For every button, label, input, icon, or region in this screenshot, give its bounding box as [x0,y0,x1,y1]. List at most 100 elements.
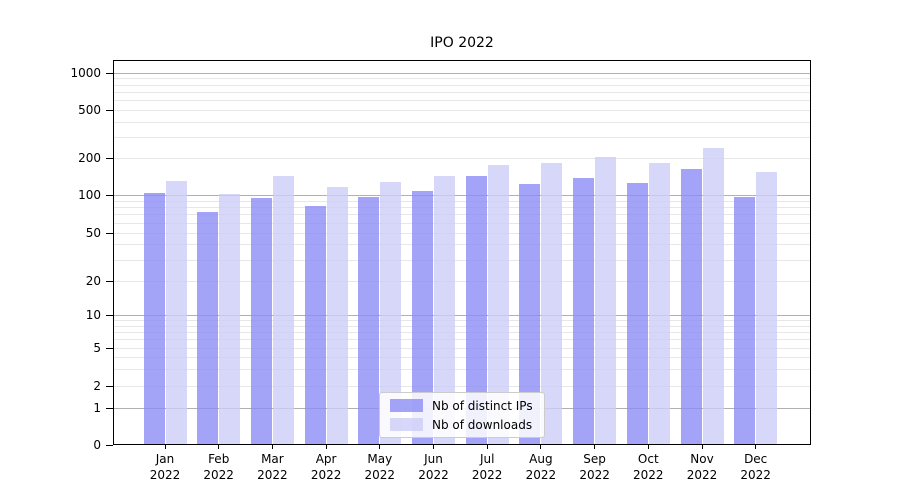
y-tick-label: 200 [78,151,101,166]
x-tick-year: 2022 [471,468,503,482]
x-tick-label: Aug 2022 [509,451,573,483]
gridline-minor [114,121,810,123]
gridline-minor [114,357,810,359]
gridline-minor [114,78,810,80]
x-tick-year: 2022 [633,468,664,482]
bar [487,164,509,444]
bar [219,194,241,444]
x-tick-label: Sep 2022 [563,451,627,483]
y-tick-label: 2 [93,379,101,393]
bar [143,193,165,444]
y-tick-label: 500 [78,103,101,117]
x-tick-year: 2022 [203,468,234,482]
bar [250,197,272,444]
y-tick [106,315,113,316]
x-tick-label: Mar 2022 [240,451,304,483]
gridline-minor [114,158,810,160]
x-tick-month: Nov [690,452,714,466]
bar [165,181,187,444]
legend-item: Nb of distinct IPs [390,399,544,413]
gridline-minor [114,386,810,387]
gridline-minor [114,369,810,371]
x-tick [218,445,220,449]
bar [465,176,487,444]
bar [734,196,756,444]
gridline-minor [114,84,810,86]
bar [326,186,348,444]
chart-title: IPO 2022 [430,35,494,51]
x-tick [486,445,488,449]
y-tick-label: 100 [78,188,101,202]
x-tick [540,445,542,449]
y-tick [106,408,113,409]
y-tick [106,348,113,349]
x-tick-year: 2022 [149,468,181,482]
x-tick-month: Jun [424,452,443,466]
x-tick-label: Jul 2022 [455,451,519,483]
gridline-minor [114,110,810,111]
x-tick-year: 2022 [686,468,718,482]
gridline-minor [114,200,810,202]
plot-area: Nb of distinct IPs Nb of downloads [113,60,811,445]
bar [380,181,402,444]
gridline-minor [114,207,810,209]
x-tick-month: May [367,452,393,466]
legend-swatch-icon [390,399,423,412]
x-tick-year: 2022 [310,468,342,482]
gridline-minor [114,214,810,216]
gridline-major [114,195,810,196]
y-tick-label: 10 [85,308,101,322]
gridline-minor [114,136,810,138]
legend-label: Nb of distinct IPs [432,398,533,413]
x-tick-label: Feb 2022 [187,451,251,483]
x-tick-month: Jan [155,452,175,466]
x-tick [647,445,649,449]
gridline-minor [114,325,810,327]
y-tick-label: 1000 [70,65,101,80]
x-tick-month: Feb [208,452,230,466]
grid-layer [114,61,810,444]
legend-label: Nb of downloads [432,417,533,432]
gridline-minor [114,244,810,246]
bar [358,196,380,444]
y-tick [106,158,113,159]
bar [541,163,563,444]
x-tick-label: Jun 2022 [402,451,466,483]
gridline-minor [114,91,810,93]
x-tick-year: 2022 [740,468,771,482]
x-tick [379,445,381,449]
y-tick [106,110,113,111]
gridline-minor [114,339,810,341]
gridline-minor [114,100,810,102]
bar [756,172,778,444]
y-tick-label: 20 [85,274,101,288]
x-tick [433,445,434,449]
y-tick-label: 0 [93,438,101,452]
x-tick-year: 2022 [257,468,288,482]
gridline-minor [114,347,810,349]
gridline-minor [114,331,810,333]
x-tick-month: Jul [479,452,495,466]
x-tick-month: Aug [529,452,553,466]
x-tick [594,445,596,449]
bar [197,212,219,444]
x-tick-label: Jan 2022 [133,451,197,483]
gridline-minor [114,319,810,321]
bar [434,176,455,444]
x-tick [701,445,703,449]
x-tick [271,445,273,449]
x-tick-label: Apr 2022 [294,451,358,483]
y-tick [106,281,113,282]
bar [272,175,294,444]
bar [702,148,724,444]
x-tick-month: Sep [583,452,606,466]
bar [519,184,541,444]
x-tick-year: 2022 [525,468,557,482]
legend-swatch-icon [390,418,423,431]
gridline-minor [114,281,810,282]
x-tick-year: 2022 [364,468,396,482]
y-tick-label: 1 [93,400,101,415]
x-tick-label: Dec 2022 [724,451,788,483]
y-tick-label: 50 [85,225,101,240]
